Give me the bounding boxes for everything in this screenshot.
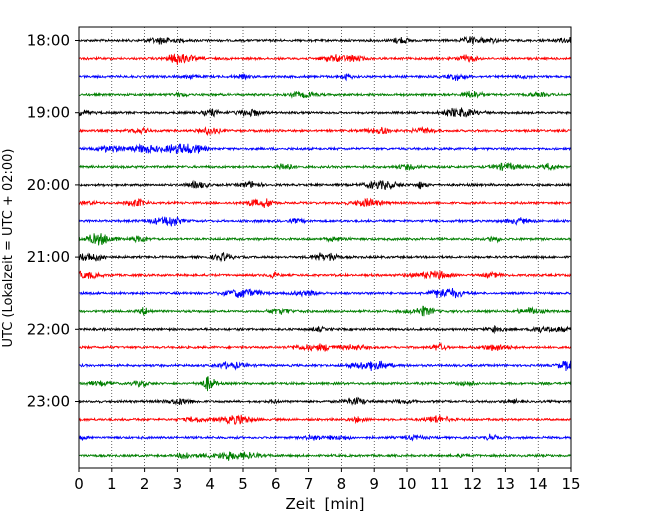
trace-line-2145 bbox=[78, 305, 572, 317]
x-tick-label: 14 bbox=[529, 475, 548, 493]
x-tick-label: 1 bbox=[107, 475, 117, 493]
y-tick-label: 21:00 bbox=[27, 248, 70, 266]
trace-line-2100 bbox=[78, 251, 572, 263]
trace-line-1815 bbox=[78, 53, 572, 66]
y-tick-label: 18:00 bbox=[27, 32, 70, 50]
y-tick-label: 20:00 bbox=[27, 176, 70, 194]
trace-line-2200 bbox=[78, 325, 572, 335]
x-tick-label: 8 bbox=[337, 475, 347, 493]
trace-line-1930 bbox=[78, 143, 572, 155]
y-axis-label: UTC (Lokalzeit = UTC + 02:00) bbox=[1, 149, 16, 348]
trace-line-1915 bbox=[78, 126, 572, 137]
trace-line-1845 bbox=[78, 90, 572, 99]
trace-line-2215 bbox=[78, 342, 572, 352]
x-tick-label: 7 bbox=[304, 475, 314, 493]
trace-line-1900 bbox=[78, 107, 572, 118]
trace-line-1830 bbox=[78, 73, 572, 82]
x-tick-label: 15 bbox=[561, 475, 580, 493]
trace-line-2315 bbox=[78, 414, 572, 426]
x-tick-label: 6 bbox=[271, 475, 281, 493]
trace-line-2130 bbox=[78, 287, 572, 299]
x-axis-ticks: 0 1 2 3 4 5 6 7 8 9 10 11 12 13 14 15 bbox=[74, 468, 581, 493]
trace-line-2030 bbox=[78, 216, 572, 227]
trace-line-2230 bbox=[78, 360, 572, 372]
trace-line-2045 bbox=[78, 233, 572, 246]
trace-line-2300 bbox=[78, 396, 572, 406]
plot-frame bbox=[78, 26, 572, 469]
trace-line-1945 bbox=[78, 162, 572, 171]
y-tick-label: 19:00 bbox=[27, 104, 70, 122]
x-tick-label: 3 bbox=[173, 475, 183, 493]
x-tick-label: 12 bbox=[463, 475, 482, 493]
trace-line-2000 bbox=[78, 179, 572, 190]
x-tick-label: 4 bbox=[205, 475, 215, 493]
x-tick-label: 0 bbox=[74, 475, 84, 493]
x-tick-label: 11 bbox=[430, 475, 449, 493]
x-tick-label: 13 bbox=[496, 475, 515, 493]
x-axis-label: Zeit [min] bbox=[285, 495, 364, 513]
trace-line-2330 bbox=[78, 433, 572, 442]
x-tick-label: 9 bbox=[369, 475, 379, 493]
seismogram-traces bbox=[78, 35, 572, 461]
x-tick-label: 2 bbox=[140, 475, 150, 493]
trace-line-2115 bbox=[78, 270, 572, 280]
y-tick-label: 23:00 bbox=[27, 393, 70, 411]
x-tick-label: 5 bbox=[238, 475, 248, 493]
trace-line-1800 bbox=[78, 35, 572, 46]
y-axis-ticks: 18:00 19:00 20:00 21:00 22:00 23:00 bbox=[27, 32, 79, 411]
y-tick-label: 22:00 bbox=[27, 320, 70, 338]
trace-line-2015 bbox=[78, 197, 572, 209]
x-tick-label: 10 bbox=[397, 475, 416, 493]
trace-line-2345 bbox=[78, 451, 572, 461]
trace-line-2245 bbox=[78, 376, 572, 392]
